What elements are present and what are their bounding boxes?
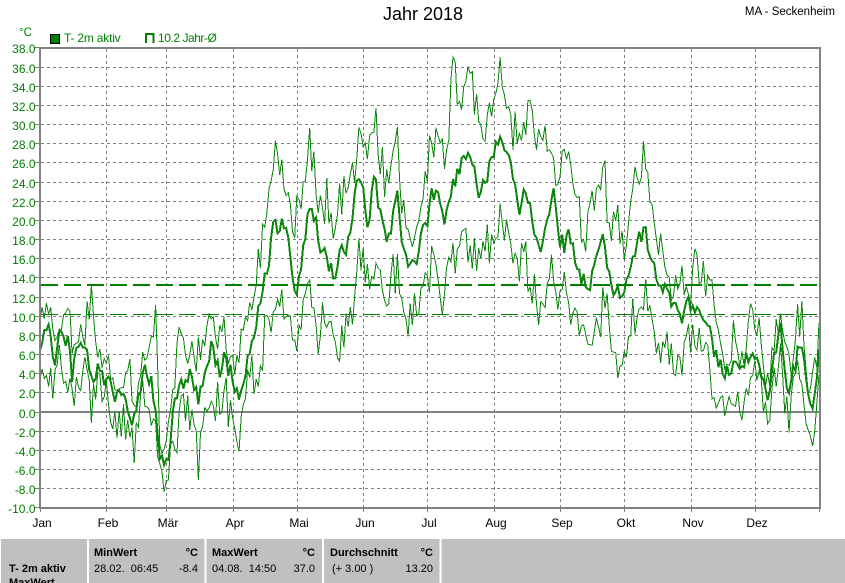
svg-text:°C: °C xyxy=(186,547,198,559)
svg-text:04.08. 14:50: 04.08. 14:50 xyxy=(212,563,276,575)
svg-text:-8.0: -8.0 xyxy=(15,483,36,497)
svg-text:6.0: 6.0 xyxy=(19,349,36,363)
svg-text:12.0: 12.0 xyxy=(12,292,36,306)
svg-text:°C: °C xyxy=(421,547,433,559)
svg-text:MaxWert: MaxWert xyxy=(212,547,258,559)
svg-text:T- 2m aktiv: T- 2m aktiv xyxy=(64,31,121,45)
svg-text:Jun: Jun xyxy=(355,516,374,530)
svg-text:-2.0: -2.0 xyxy=(15,426,36,440)
svg-text:MinWert: MinWert xyxy=(94,547,138,559)
svg-text:Jahr 2018: Jahr 2018 xyxy=(383,4,463,24)
svg-text:Mai: Mai xyxy=(289,516,308,530)
svg-text:MaxWert: MaxWert xyxy=(9,577,55,583)
svg-text:38.0: 38.0 xyxy=(12,42,36,56)
svg-text:°C: °C xyxy=(303,547,315,559)
svg-text:22.0: 22.0 xyxy=(12,196,36,210)
svg-text:Jul: Jul xyxy=(421,516,436,530)
svg-text:(+ 3.00 ): (+ 3.00 ) xyxy=(332,563,373,575)
svg-text:20.0: 20.0 xyxy=(12,215,36,229)
svg-text:28.0: 28.0 xyxy=(12,138,36,152)
svg-text:Aug: Aug xyxy=(485,516,506,530)
svg-text:MA - Seckenheim: MA - Seckenheim xyxy=(745,6,835,18)
svg-text:36.0: 36.0 xyxy=(12,62,36,76)
svg-text:-8.4: -8.4 xyxy=(179,563,198,575)
svg-text:Sep: Sep xyxy=(551,516,573,530)
svg-text:Durchschnitt: Durchschnitt xyxy=(330,547,398,559)
svg-text:24.0: 24.0 xyxy=(12,177,36,191)
svg-text:-10.0: -10.0 xyxy=(8,502,36,516)
svg-text:37.0: 37.0 xyxy=(294,563,315,575)
svg-text:30.0: 30.0 xyxy=(12,119,36,133)
svg-text:18.0: 18.0 xyxy=(12,234,36,248)
svg-text:Okt: Okt xyxy=(617,516,636,530)
svg-text:-6.0: -6.0 xyxy=(15,464,36,478)
svg-text:14.0: 14.0 xyxy=(12,272,36,286)
svg-text:28.02. 06:45: 28.02. 06:45 xyxy=(94,563,158,575)
svg-text:°C: °C xyxy=(19,27,32,39)
svg-text:4.0: 4.0 xyxy=(19,368,36,382)
svg-text:Mär: Mär xyxy=(158,516,179,530)
svg-text:Nov: Nov xyxy=(682,516,703,530)
svg-text:Jan: Jan xyxy=(32,516,51,530)
svg-text:26.0: 26.0 xyxy=(12,157,36,171)
svg-text:34.0: 34.0 xyxy=(12,81,36,95)
svg-text:16.0: 16.0 xyxy=(12,253,36,267)
svg-text:8.0: 8.0 xyxy=(19,330,36,344)
svg-text:T- 2m aktiv: T- 2m aktiv xyxy=(9,563,67,575)
svg-text:10.0: 10.0 xyxy=(12,311,36,325)
svg-text:-4.0: -4.0 xyxy=(15,445,36,459)
svg-text:2.0: 2.0 xyxy=(19,387,36,401)
svg-text:13.20: 13.20 xyxy=(405,563,433,575)
svg-text:Feb: Feb xyxy=(98,516,119,530)
svg-text:10.2 Jahr-Ø: 10.2 Jahr-Ø xyxy=(158,31,217,45)
svg-text:32.0: 32.0 xyxy=(12,100,36,114)
svg-text:Dez: Dez xyxy=(746,516,767,530)
svg-text:0.0: 0.0 xyxy=(19,407,36,421)
svg-text:Apr: Apr xyxy=(226,516,245,530)
